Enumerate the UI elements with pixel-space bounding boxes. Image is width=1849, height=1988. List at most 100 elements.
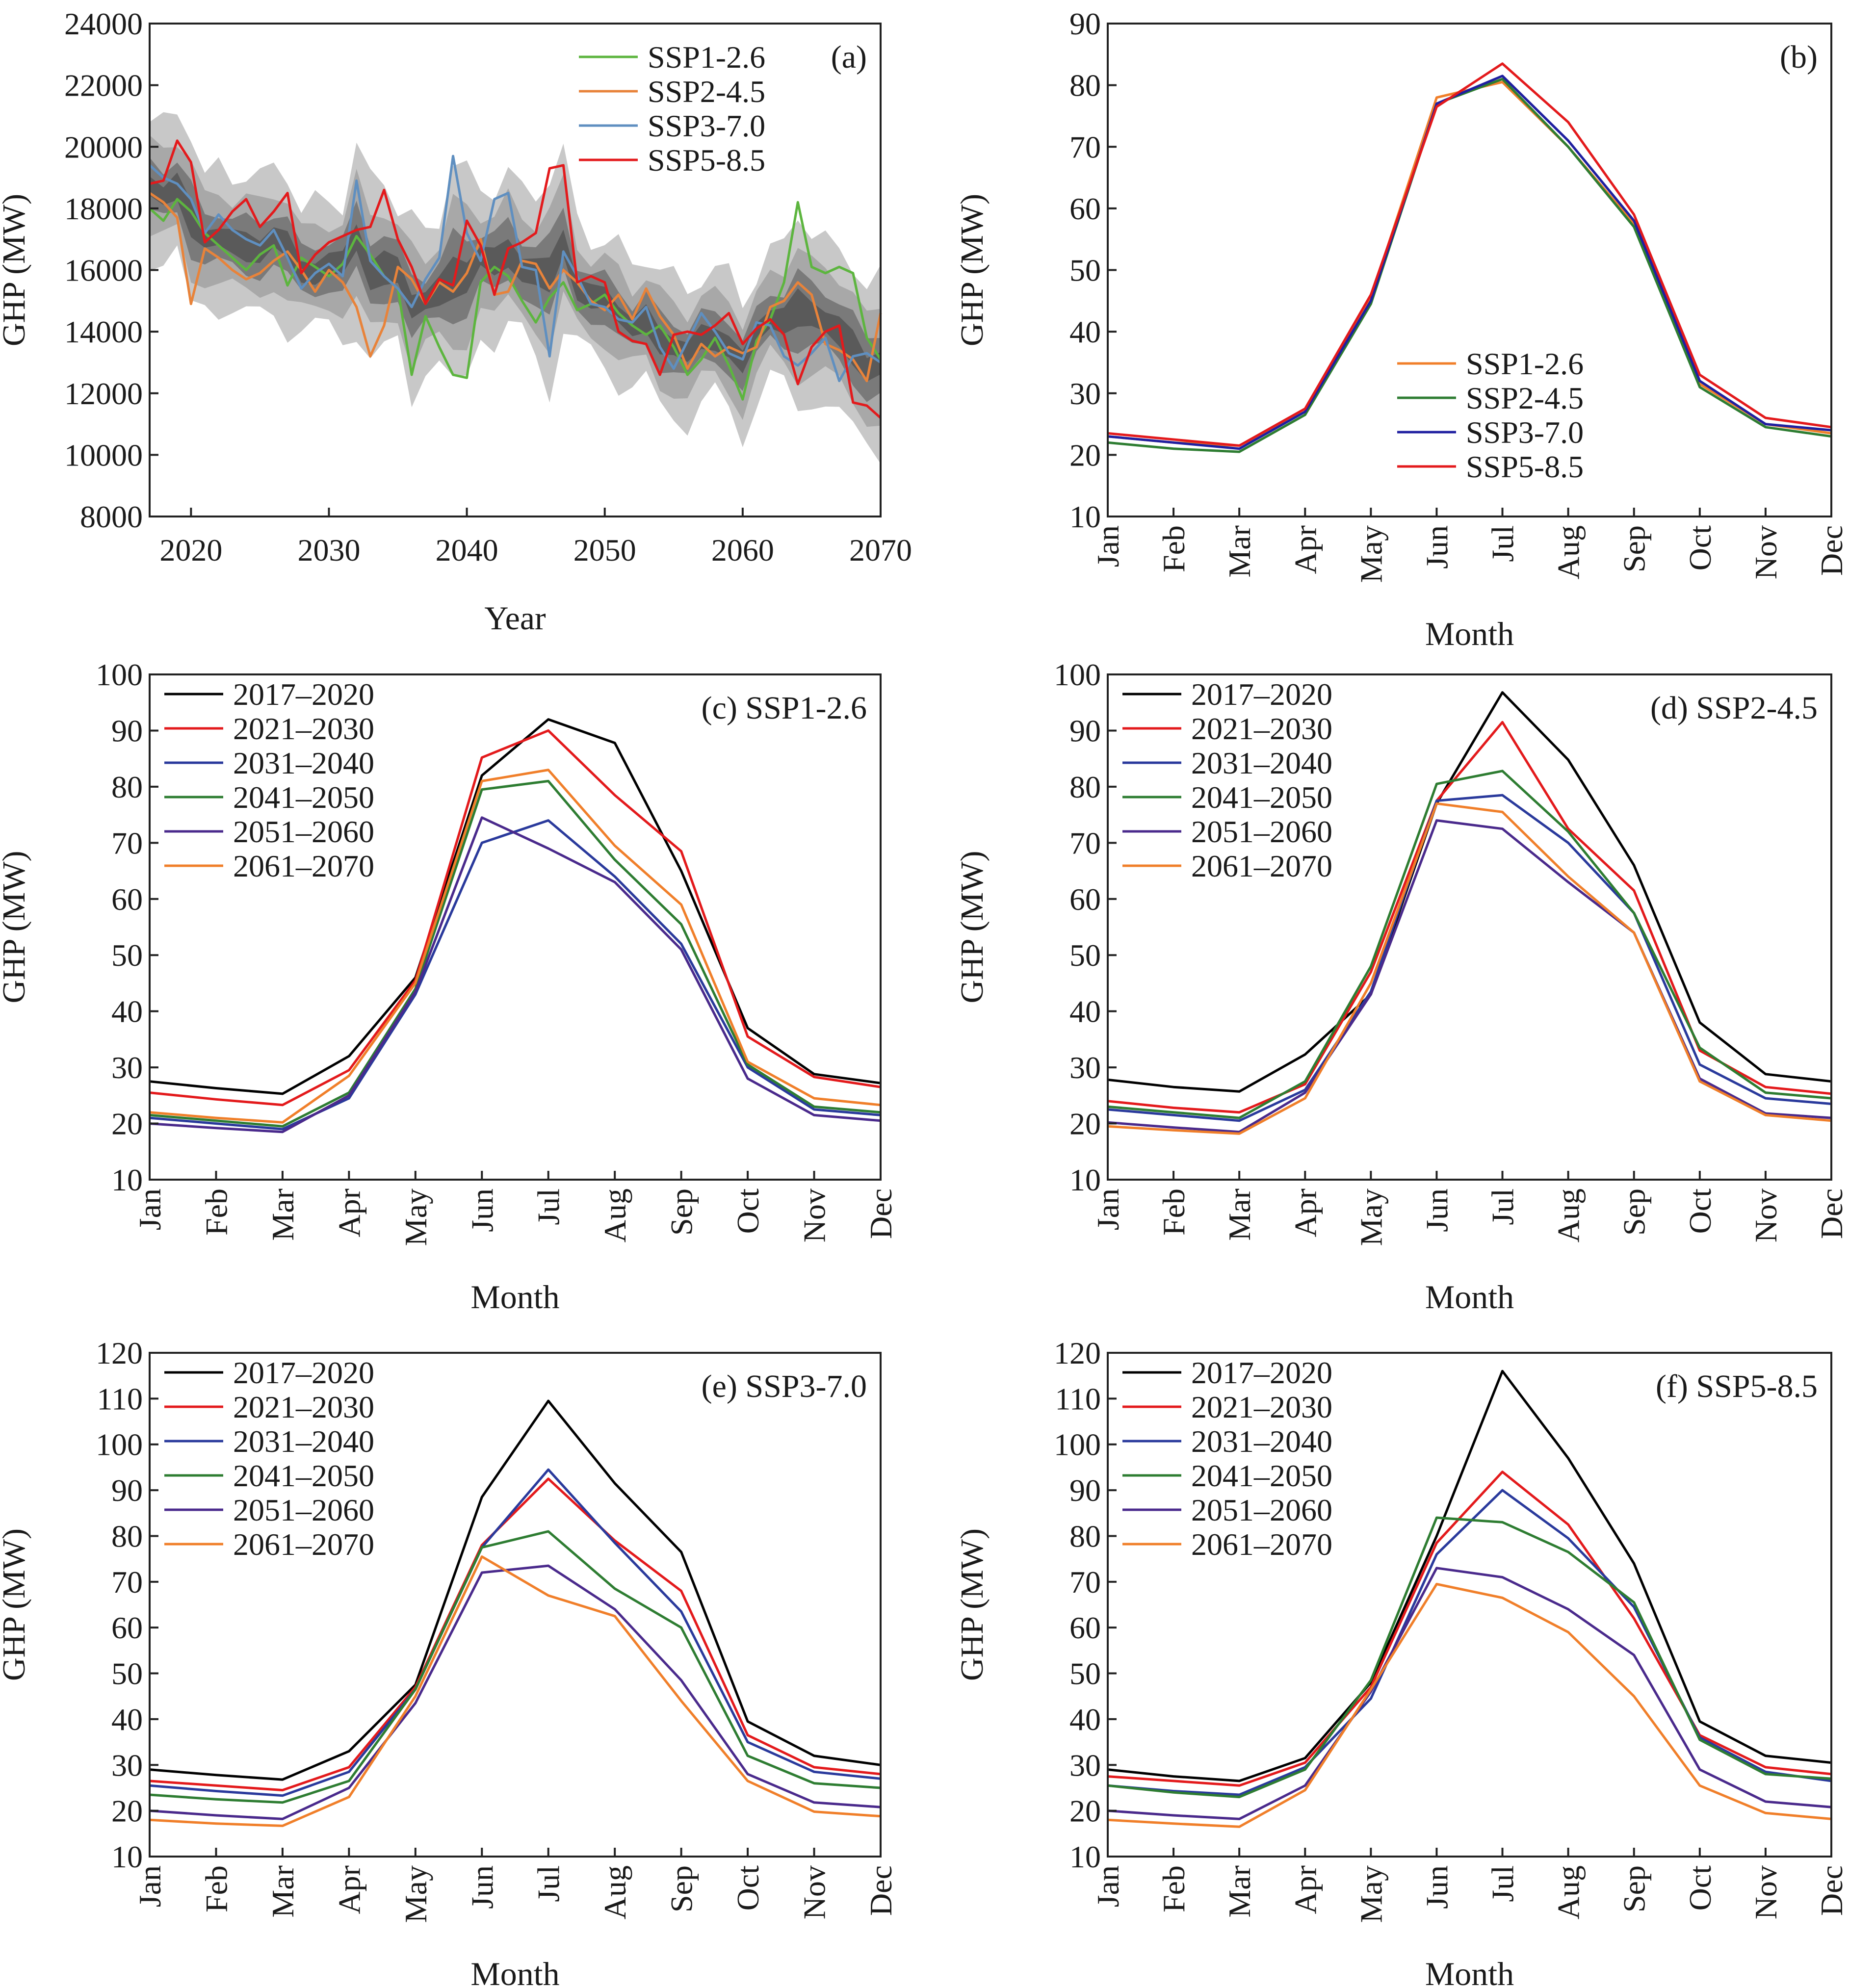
y-tick-label: 120 [1054,1336,1101,1370]
y-tick-label: 20 [1069,1107,1101,1141]
x-tick-label: Oct [730,1188,765,1234]
x-tick-label: Mar [265,1865,300,1918]
panel-e: 10 20 30 40 50 60 70 80 90 100 110 120 Jan Feb Mar Apr M… [0,1336,898,1988]
x-axis-label: Month [1425,1955,1514,1988]
y-tick-label: 40 [111,1702,143,1737]
legend-label: 2017–2020 [233,1355,374,1390]
legend-label: 2041–2050 [233,1458,374,1493]
x-tick-label: Apr [1288,1865,1323,1914]
y-tick-label: 10 [1069,499,1101,534]
legend-label: 2021–2030 [1191,1390,1332,1424]
x-tick-label: Jul [1485,1188,1520,1225]
panel-f: 10 20 30 40 50 60 70 80 90 100 110 120 Jan Feb Mar Apr M… [954,1336,1849,1988]
legend-label: 2061–2070 [233,1527,374,1562]
x-tick-label: Jan [132,1188,167,1230]
series-line-2041-2050 [1107,1516,1832,1799]
legend-label: 2017–2020 [233,677,374,712]
series-line-2021-2030 [1107,1471,1832,1787]
y-tick-label: 20 [1069,438,1101,472]
y-tick-label: 40 [1069,994,1101,1029]
y-tick-label: 70 [111,1565,143,1600]
x-tick-label: 2040 [436,533,498,568]
legend-label: 2041–2050 [233,780,374,815]
legend-label: 2031–2040 [233,1424,374,1459]
x-tick-label: Nov [797,1188,832,1242]
panel-a: 8000 10000 12000 14000 16000 18000 20000 22000 2… [0,6,912,637]
y-tick-label: 60 [1069,191,1101,226]
y-tick-label: 18000 [64,191,143,226]
series-line-2051-2060 [149,1564,881,1820]
y-tick-label: 100 [1054,1427,1101,1462]
x-tick-label: Feb [1156,525,1191,572]
series-line-2021-2030 [149,729,881,1107]
legend-label: 2031–2040 [233,746,374,780]
y-tick-label: 80 [1069,68,1101,103]
x-tick-label: Jul [531,1865,566,1902]
y-tick-label: 8000 [80,499,143,534]
x-tick-label: Apr [332,1865,366,1914]
x-tick-label: Dec [1814,525,1849,576]
legend-label: SSP5-8.5 [648,143,765,178]
y-tick-label: 50 [1069,938,1101,973]
legend-label: 2021–2030 [233,711,374,746]
panel-label: (b) [1780,39,1818,75]
y-tick-label: 14000 [64,314,143,349]
x-tick-label: Jan [1091,525,1125,567]
series-line-ssp3-7-0 [149,155,882,383]
y-tick-label: 90 [1069,1473,1101,1508]
y-axis-label: GHP (MW) [0,1528,32,1681]
x-tick-label: May [1354,1865,1388,1923]
y-tick-label: 40 [1069,1702,1101,1737]
legend-label: SSP5-8.5 [1466,449,1584,484]
x-tick-label: Sep [1617,525,1652,572]
panel-label: (a) [831,39,867,75]
legend-label: SSP1-2.6 [1466,346,1584,381]
series-line-2031-2040 [1107,1489,1832,1796]
x-tick-label: Dec [1814,1865,1849,1916]
x-tick-label: 2050 [573,533,636,568]
x-tick-label: Nov [1748,525,1783,579]
y-tick-label: 10 [111,1839,143,1874]
y-tick-label: 50 [1069,1656,1101,1691]
y-tick-label: 60 [1069,882,1101,917]
y-tick-label: 20 [1069,1794,1101,1829]
x-tick-label: Jun [465,1865,499,1909]
series-line-2021-2030 [149,1477,881,1792]
legend-label: 2031–2040 [1191,746,1332,780]
x-tick-label: Dec [863,1865,898,1916]
legend-label: 2051–2060 [233,814,374,849]
x-axis-label: Month [470,1278,559,1316]
series-line-ssp2-4-5 [1107,77,1832,453]
series-line-2017-2020 [1107,691,1832,1093]
y-tick-label: 10 [111,1162,143,1197]
y-tick-label: 80 [111,1519,143,1553]
y-tick-label: 90 [111,1473,143,1508]
series-line-2041-2050 [149,1530,881,1804]
x-tick-label: Mar [265,1188,300,1241]
panel-label: (d) SSP2-4.5 [1650,690,1818,726]
x-tick-label: Aug [1551,525,1586,579]
y-tick-label: 10000 [64,438,143,472]
x-axis-label: Month [470,1955,559,1988]
x-tick-label: Feb [199,1188,234,1236]
legend-label: 2051–2060 [1191,1493,1332,1527]
y-tick-label: 50 [1069,253,1101,288]
series-line-2017-2020 [149,1399,881,1781]
y-tick-label: 80 [111,770,143,804]
y-tick-label: 70 [1069,129,1101,164]
series-line-2061-2070 [1107,1583,1832,1828]
legend-label: 2061–2070 [1191,849,1332,883]
series-line-2031-2040 [149,819,881,1131]
plot-frame [149,1352,882,1858]
x-tick-label: Aug [1551,1865,1586,1919]
y-tick-label: 110 [1055,1381,1101,1416]
x-tick-label: Jun [1419,525,1454,569]
legend-label: SSP3-7.0 [1466,415,1584,450]
y-tick-label: 50 [111,938,143,973]
series-line-ssp2-4-5 [149,192,882,383]
x-tick-label: Nov [797,1865,832,1919]
x-tick-label: Jul [531,1188,566,1225]
legend-label: 2031–2040 [1191,1424,1332,1459]
x-tick-label: Feb [1156,1188,1191,1236]
series-line-2061-2070 [149,1555,881,1827]
